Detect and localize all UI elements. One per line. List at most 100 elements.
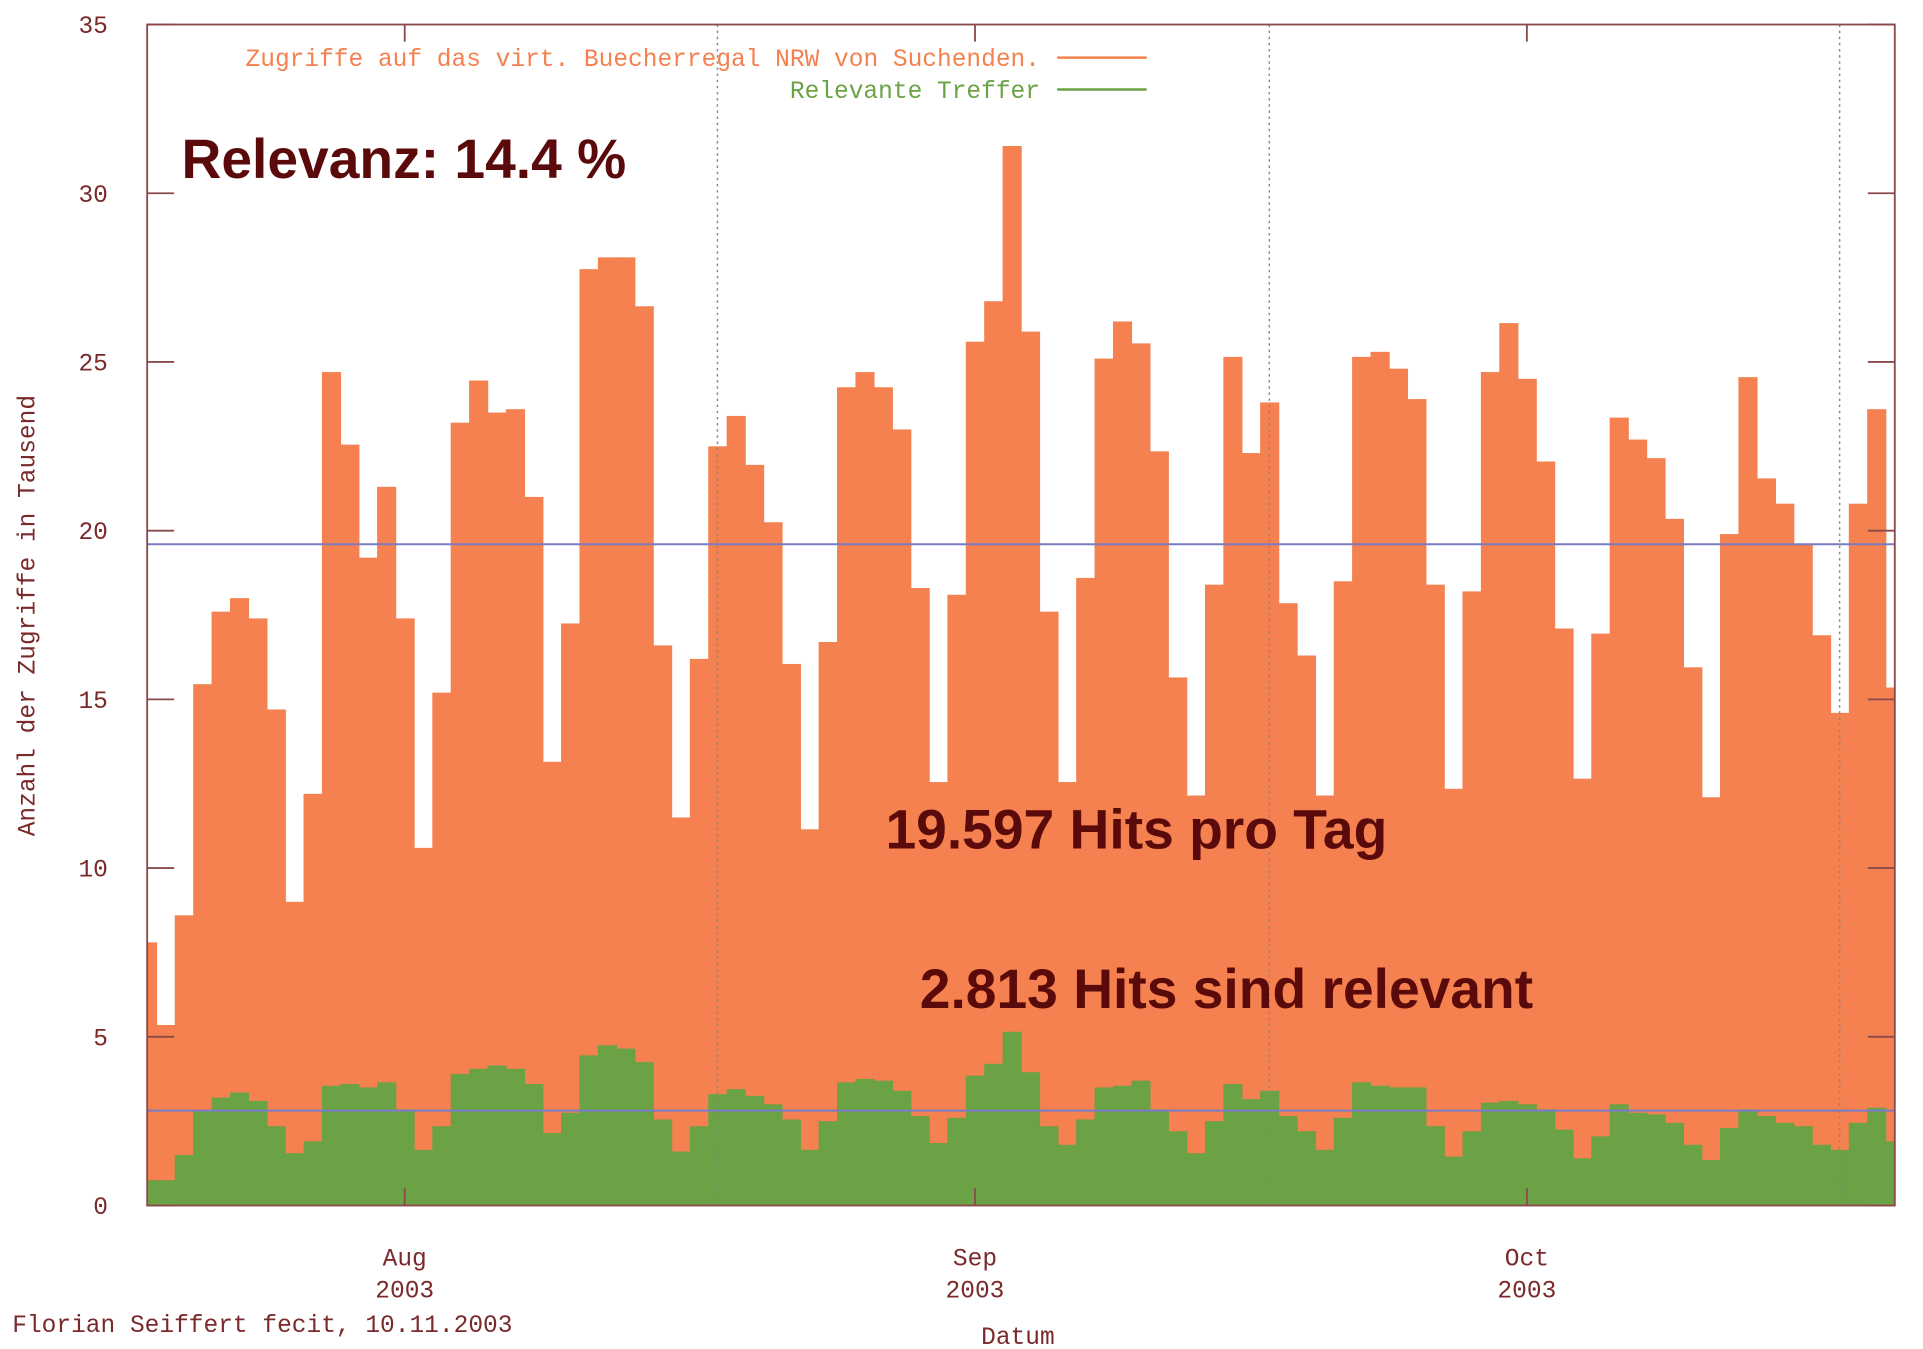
- bar: [929, 782, 949, 1206]
- bar: [413, 847, 434, 1206]
- bar: [1186, 1153, 1206, 1206]
- bar: [1664, 1122, 1684, 1206]
- bar: [1223, 356, 1243, 1206]
- bar: [450, 422, 470, 1206]
- bar: [1867, 409, 1887, 1206]
- bar: [1039, 611, 1059, 1206]
- bar: [1020, 331, 1041, 1206]
- bar: [597, 1045, 618, 1206]
- bar: [469, 1068, 489, 1206]
- bar: [579, 1055, 599, 1206]
- bar: [1241, 1099, 1261, 1206]
- x-tick-label: Sep: [953, 1247, 997, 1274]
- bar: [1885, 1141, 1896, 1206]
- bar: [193, 684, 213, 1206]
- bar: [395, 618, 415, 1206]
- bar: [910, 1116, 930, 1206]
- bar: [708, 446, 728, 1206]
- bar: [634, 1062, 654, 1206]
- bar: [174, 915, 194, 1206]
- bar: [1057, 782, 1077, 1206]
- bar: [1168, 1131, 1188, 1206]
- bar: [229, 1092, 250, 1206]
- bar: [1333, 581, 1353, 1206]
- bar: [873, 1080, 893, 1206]
- bar: [285, 1153, 305, 1206]
- bar: [156, 1024, 176, 1206]
- bar: [818, 1121, 838, 1206]
- bar: [689, 658, 709, 1206]
- y-tick-label: 15: [78, 689, 107, 716]
- bar: [1554, 1129, 1574, 1206]
- bar: [358, 557, 378, 1206]
- bar: [524, 496, 544, 1206]
- bar: [1775, 503, 1795, 1206]
- bar: [358, 1087, 378, 1206]
- bar: [1830, 712, 1850, 1206]
- bar: [1536, 461, 1556, 1206]
- bar: [229, 598, 250, 1206]
- bar: [726, 1089, 746, 1206]
- bar: [1388, 1087, 1409, 1206]
- bar: [1094, 358, 1114, 1206]
- y-tick-label: 30: [78, 183, 107, 210]
- bar: [1867, 1107, 1887, 1206]
- bar: [285, 901, 305, 1206]
- y-tick-label: 20: [78, 520, 107, 547]
- x-tick-label: Oct: [1505, 1247, 1549, 1274]
- overlay: 0 5 10 15 20 25 30 35 Aug 2003 Sep 2003 Oct 2003 Zugri…: [78, 14, 1896, 1305]
- bar: [1149, 1109, 1169, 1206]
- x-tick-label: 2003: [946, 1278, 1005, 1305]
- bar: [321, 372, 342, 1206]
- bar: [505, 409, 526, 1206]
- bar: [1278, 603, 1298, 1206]
- bar: [1204, 1121, 1225, 1206]
- bar: [1076, 577, 1096, 1206]
- bar: [1462, 1131, 1482, 1206]
- bar: [1315, 1149, 1335, 1206]
- bar: [1168, 677, 1188, 1206]
- bar: [266, 1126, 286, 1206]
- bar: [947, 1117, 967, 1206]
- bar: [1848, 503, 1868, 1206]
- bar: [781, 1119, 801, 1206]
- bar: [781, 663, 801, 1206]
- bar: [965, 1075, 985, 1206]
- bar: [929, 1143, 949, 1206]
- bar: [1407, 399, 1427, 1206]
- bar: [340, 1084, 360, 1206]
- legend-label: Relevante Treffer: [790, 79, 1040, 106]
- bar: [1149, 451, 1169, 1206]
- bar: [1664, 518, 1684, 1206]
- y-tick-label: 5: [93, 1026, 108, 1053]
- bar: [1131, 1080, 1151, 1206]
- bar: [1425, 1126, 1445, 1206]
- bar: [653, 645, 673, 1206]
- bar: [745, 464, 765, 1206]
- bar: [1628, 1112, 1648, 1206]
- bar: [1683, 1144, 1703, 1206]
- bar: [1370, 1085, 1390, 1206]
- bar: [147, 942, 158, 1206]
- bar: [1591, 1136, 1611, 1206]
- bar: [1131, 343, 1151, 1206]
- bar: [1296, 1131, 1317, 1206]
- bar: [432, 1126, 452, 1206]
- bar: [561, 1112, 581, 1206]
- bar: [321, 1085, 342, 1206]
- bar: [395, 1109, 415, 1206]
- bar: [1683, 667, 1703, 1206]
- bar: [542, 1132, 562, 1206]
- bar: [763, 1104, 783, 1206]
- bar: [1462, 591, 1482, 1206]
- bar: [984, 1063, 1004, 1206]
- x-axis-label: Datum: [981, 1325, 1055, 1349]
- bar: [1388, 368, 1409, 1206]
- bar: [377, 486, 397, 1206]
- bar: [1094, 1087, 1114, 1206]
- bar: [1646, 458, 1666, 1206]
- bar: [837, 387, 857, 1206]
- bar: [1480, 372, 1501, 1206]
- bar: [597, 257, 618, 1206]
